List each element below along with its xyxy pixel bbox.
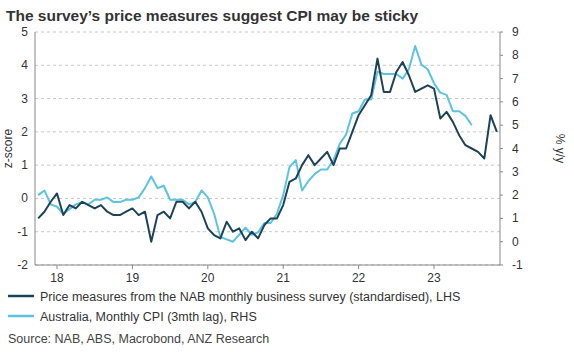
legend-swatch — [8, 295, 34, 298]
y2-tick-label: 9 — [512, 25, 519, 39]
grid-line — [35, 131, 500, 132]
y2-tick-label: 4 — [512, 142, 519, 156]
y-tick-label: 3 — [21, 92, 28, 106]
plot-area — [38, 46, 497, 242]
y-tick-label: -2 — [17, 258, 28, 272]
x-tick — [132, 265, 133, 269]
x-axis — [35, 265, 500, 266]
x-tick — [358, 265, 359, 269]
y-tick-label: 2 — [21, 125, 28, 139]
legend-label: Australia, Monthly CPI (3mth lag), RHS — [40, 310, 257, 324]
y2-tick-label: 1 — [512, 211, 519, 225]
x-tick — [56, 265, 57, 269]
x-tick-label: 22 — [352, 271, 366, 285]
y2-axis-label: % y/y — [553, 134, 567, 163]
y-tick-label: -1 — [17, 225, 28, 239]
source: Source: NAB, ABS, Macrobond, ANZ Researc… — [8, 332, 269, 346]
y-tick-label: 4 — [21, 58, 28, 72]
grid-line — [35, 32, 500, 33]
series-line — [38, 59, 497, 242]
y-axis — [35, 32, 36, 265]
y-axis-label: z-score — [1, 129, 15, 169]
x-tick-label: 23 — [427, 271, 441, 285]
x-tick — [434, 265, 435, 269]
y2-tick-label: 8 — [512, 48, 519, 62]
y2-axis — [500, 32, 501, 265]
x-tick — [283, 265, 284, 269]
y2-tick-label: 0 — [512, 235, 519, 249]
x-tick-label: 21 — [277, 271, 291, 285]
y2-tick-label: 7 — [512, 72, 519, 86]
chart: The survey’s price measures suggest CPI … — [0, 0, 574, 352]
title: The survey’s price measures suggest CPI … — [6, 7, 418, 24]
x-tick — [207, 265, 208, 269]
series-line — [38, 46, 472, 242]
y-tick-label: 1 — [21, 158, 28, 172]
y2-tick-label: -1 — [512, 258, 523, 272]
y-tick-label: 5 — [21, 25, 28, 39]
y2-tick-label: 5 — [512, 118, 519, 132]
y-tick-label: 0 — [21, 191, 28, 205]
x-tick-label: 19 — [126, 271, 140, 285]
x-tick-label: 20 — [201, 271, 215, 285]
grid-line — [35, 231, 500, 232]
grid-line — [35, 98, 500, 99]
grid-line — [35, 265, 500, 266]
y2-tick-label: 3 — [512, 165, 519, 179]
grid-line — [35, 65, 500, 66]
y2-tick-label: 2 — [512, 188, 519, 202]
background — [0, 0, 574, 352]
grid-line — [35, 165, 500, 166]
x-tick-label: 18 — [50, 271, 64, 285]
legend-label: Price measures from the NAB monthly busi… — [40, 290, 460, 304]
legend-swatch — [8, 315, 34, 318]
y2-tick-label: 6 — [512, 95, 519, 109]
